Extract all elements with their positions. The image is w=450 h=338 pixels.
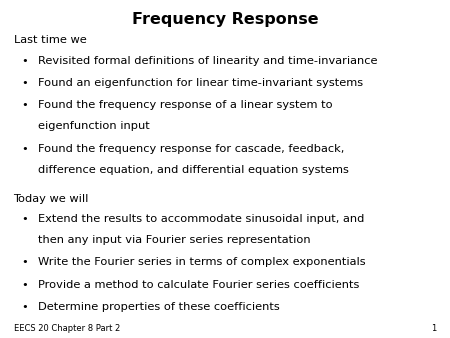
Text: Extend the results to accommodate sinusoidal input, and: Extend the results to accommodate sinuso… [38, 214, 365, 224]
Text: Found an eigenfunction for linear time-invariant systems: Found an eigenfunction for linear time-i… [38, 78, 364, 88]
Text: Write the Fourier series in terms of complex exponentials: Write the Fourier series in terms of com… [38, 257, 366, 267]
Text: Last time we: Last time we [14, 35, 86, 46]
Text: Today we will: Today we will [14, 194, 89, 204]
Text: then any input via Fourier series representation: then any input via Fourier series repres… [38, 235, 311, 245]
Text: Provide a method to calculate Fourier series coefficients: Provide a method to calculate Fourier se… [38, 280, 360, 290]
Text: Found the frequency response of a linear system to: Found the frequency response of a linear… [38, 100, 333, 111]
Text: eigenfunction input: eigenfunction input [38, 121, 150, 131]
Text: •: • [22, 257, 28, 267]
Text: •: • [22, 214, 28, 224]
Text: 1: 1 [431, 324, 436, 333]
Text: •: • [22, 280, 28, 290]
Text: Revisited formal definitions of linearity and time-invariance: Revisited formal definitions of linearit… [38, 56, 378, 66]
Text: •: • [22, 100, 28, 111]
Text: difference equation, and differential equation systems: difference equation, and differential eq… [38, 165, 349, 175]
Text: EECS 20 Chapter 8 Part 2: EECS 20 Chapter 8 Part 2 [14, 324, 120, 333]
Text: •: • [22, 78, 28, 88]
Text: Determine properties of these coefficients: Determine properties of these coefficien… [38, 302, 280, 312]
Text: •: • [22, 56, 28, 66]
Text: •: • [22, 144, 28, 154]
Text: Found the frequency response for cascade, feedback,: Found the frequency response for cascade… [38, 144, 345, 154]
Text: •: • [22, 302, 28, 312]
Text: Frequency Response: Frequency Response [132, 12, 318, 27]
